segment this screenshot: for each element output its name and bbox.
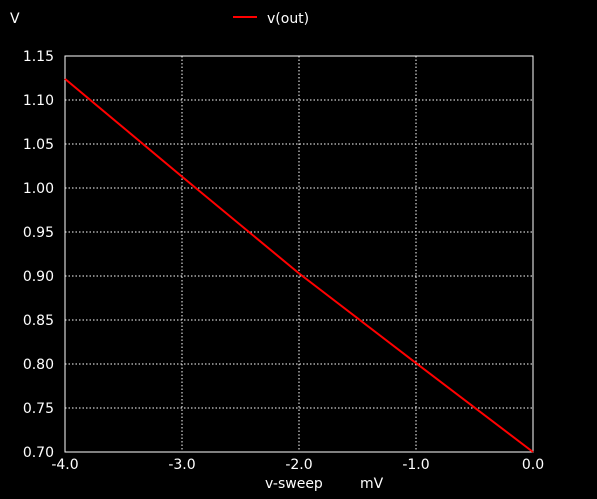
legend: v(out) bbox=[233, 11, 309, 27]
y-tick-label: 1.05 bbox=[23, 137, 54, 153]
x-tick-label: -1.0 bbox=[402, 457, 429, 473]
y-tick-label: 0.70 bbox=[23, 445, 54, 461]
y-tick-label: 0.95 bbox=[23, 225, 54, 241]
series-line-v-out bbox=[64, 78, 534, 453]
y-tick-label: 1.00 bbox=[23, 181, 54, 197]
y-tick-label: 0.90 bbox=[23, 269, 54, 285]
x-tick-label: -4.0 bbox=[51, 457, 78, 473]
x-tick-label: 0.0 bbox=[522, 457, 544, 473]
y-tick-label: 0.75 bbox=[23, 401, 54, 417]
x-axis-ticks: -4.0 -3.0 -2.0 -1.0 0.0 bbox=[51, 457, 544, 473]
grid-lines bbox=[64, 55, 534, 453]
y-tick-label: 1.15 bbox=[23, 49, 54, 65]
legend-label-v-out: v(out) bbox=[267, 11, 309, 27]
y-axis-label: V bbox=[10, 11, 20, 27]
x-tick-label: -2.0 bbox=[285, 457, 312, 473]
x-axis-label: v-sweep bbox=[265, 476, 323, 492]
y-tick-label: 0.85 bbox=[23, 313, 54, 329]
y-axis-ticks: 0.70 0.75 0.80 0.85 0.90 0.95 1.00 1.05 1.10 1.15 bbox=[23, 49, 54, 461]
y-tick-label: 1.10 bbox=[23, 93, 54, 109]
y-tick-label: 0.80 bbox=[23, 357, 54, 373]
x-axis-unit: mV bbox=[360, 476, 384, 492]
plot-frame bbox=[64, 55, 534, 453]
x-tick-label: -3.0 bbox=[168, 457, 195, 473]
series-group bbox=[64, 78, 534, 453]
